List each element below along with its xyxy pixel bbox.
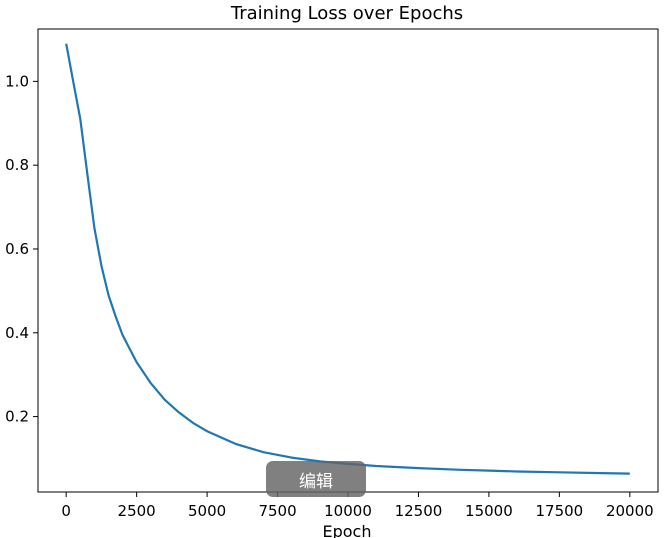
y-tick-label: 0.6: [5, 240, 29, 258]
loss-line: [65, 43, 630, 475]
chart-title: Training Loss over Epochs: [230, 3, 463, 24]
edit-button[interactable]: 编辑: [266, 461, 366, 497]
y-tick-label: 0.8: [5, 156, 29, 174]
y-tick-label: 0.2: [5, 408, 29, 426]
x-tick-label: 7500: [258, 502, 296, 520]
x-tick-label: 17500: [536, 502, 584, 520]
x-axis-label: Epoch: [323, 522, 372, 538]
x-tick-label: 20000: [606, 502, 654, 520]
x-axis-ticks: 0 2500 5000 7500 10000 12500 15000 17500 20000: [61, 492, 654, 520]
x-tick-label: 15000: [465, 502, 513, 520]
x-tick-label: 10000: [324, 502, 372, 520]
y-axis-ticks: 0.2 0.4 0.6 0.8 1.0: [5, 72, 38, 426]
x-tick-label: 12500: [395, 502, 443, 520]
y-tick-label: 0.4: [5, 324, 29, 342]
y-tick-label: 1.0: [5, 72, 29, 90]
x-tick-label: 5000: [188, 502, 226, 520]
x-tick-label: 2500: [118, 502, 156, 520]
series-layer: [65, 43, 630, 475]
plot-frame: [37, 28, 659, 493]
x-tick-label: 0: [61, 502, 71, 520]
